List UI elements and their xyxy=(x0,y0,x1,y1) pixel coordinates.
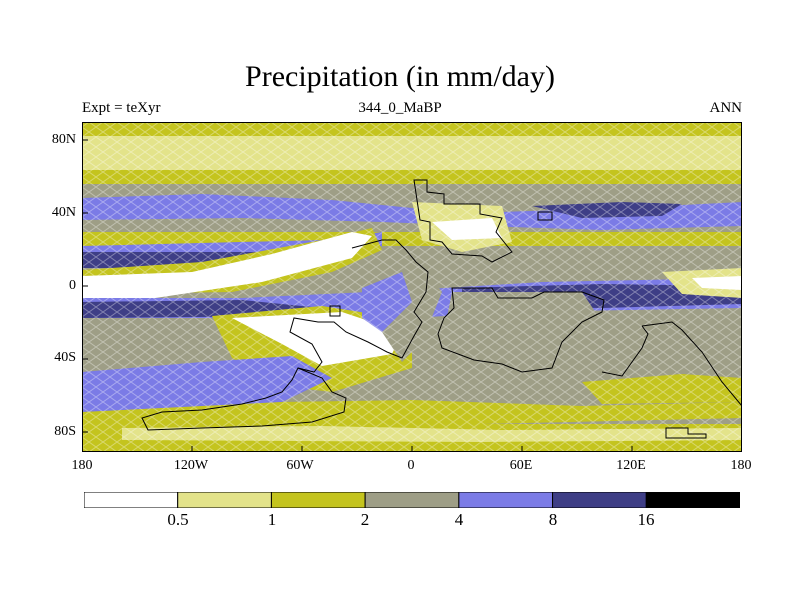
colorbar-swatch xyxy=(177,492,272,508)
coastline-southern-landmass xyxy=(141,367,347,431)
colorbar-label: 2 xyxy=(360,510,370,529)
colorbar xyxy=(84,492,740,508)
plot-title: Precipitation (in mm/day) xyxy=(245,60,555,93)
colorbar-swatch xyxy=(552,492,647,508)
season-label: ANN xyxy=(709,100,743,116)
precipitation-map xyxy=(82,122,742,452)
lon-tick-label: 0 xyxy=(407,458,415,473)
lon-tick-label: 120E xyxy=(616,458,646,473)
axis-ticks xyxy=(82,139,742,452)
colorbar-label: 0.5 xyxy=(167,510,189,529)
colorbar-swatch xyxy=(270,492,366,508)
colorbar-swatch xyxy=(458,492,554,508)
colorbar-label: 16 xyxy=(637,510,655,529)
coastline-south-eastern-coast xyxy=(601,325,649,377)
hatch-texture xyxy=(82,122,742,452)
lon-tick-label: 180 xyxy=(730,458,752,473)
coastline-inland-basin xyxy=(537,211,553,221)
lat-tick-label: 40S xyxy=(54,350,76,365)
coastlines xyxy=(141,179,742,439)
coastline-eastern-landmass xyxy=(641,321,742,407)
coastline-central-continent xyxy=(289,239,429,373)
lat-tick-label: 0 xyxy=(69,278,76,293)
colorbar-label: 8 xyxy=(548,510,558,529)
lon-tick-label: 120W xyxy=(173,458,209,473)
colorbar-swatch xyxy=(364,492,460,508)
colorbar-label: 4 xyxy=(454,510,464,529)
lat-tick-label: 80N xyxy=(51,132,76,147)
lon-tick-label: 60E xyxy=(509,458,533,473)
experiment-label: Expt = teXyr xyxy=(82,100,161,116)
colorbar-label: 1 xyxy=(267,510,277,529)
coastline-small-west-island xyxy=(329,305,341,317)
colorbar-swatch xyxy=(645,492,740,508)
lat-tick-label: 40N xyxy=(51,205,76,220)
coastline-polar-island xyxy=(665,427,707,439)
coastline-east-continent xyxy=(437,287,605,373)
lon-tick-label: 60W xyxy=(286,458,314,473)
lat-tick-label: 80S xyxy=(54,424,76,439)
lon-tick-label: 180 xyxy=(71,458,93,473)
colorbar-swatch xyxy=(84,492,179,508)
period-label: 344_0_MaBP xyxy=(358,100,442,116)
coastline-north-landmass xyxy=(413,179,513,263)
